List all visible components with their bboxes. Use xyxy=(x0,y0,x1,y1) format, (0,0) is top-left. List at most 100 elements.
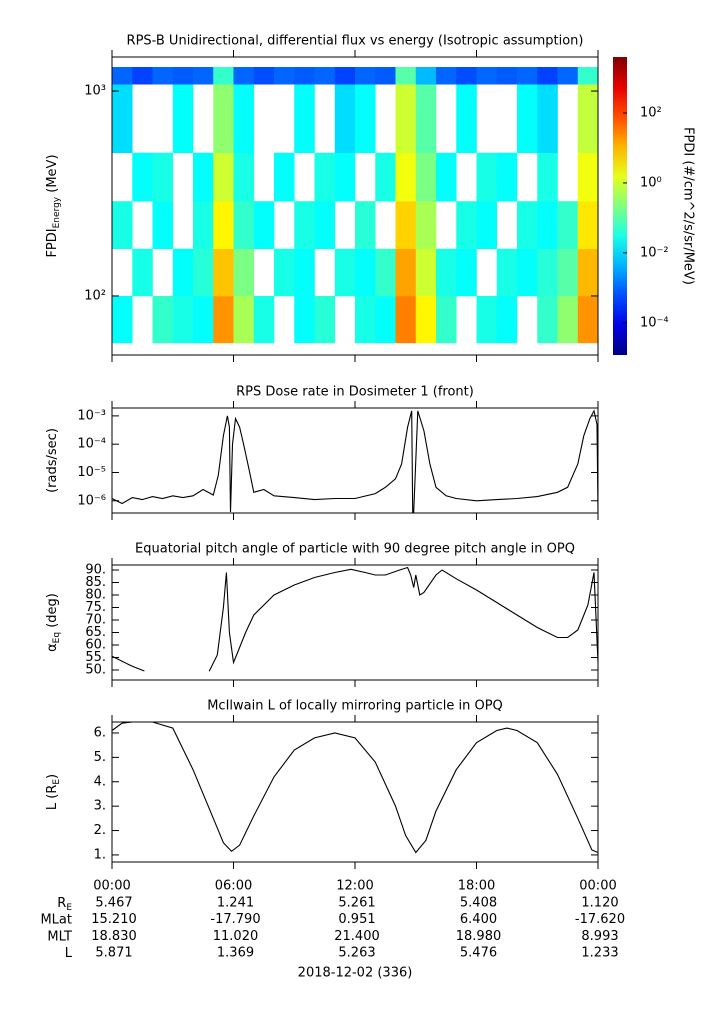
heatmap-cell xyxy=(132,67,153,85)
heatmap-cell xyxy=(577,84,599,154)
heatmap-cell xyxy=(172,84,194,154)
heatmap-cell xyxy=(436,152,457,202)
ephemeris-value: 5.476 xyxy=(460,946,497,961)
y-tick-label: 1. xyxy=(94,847,106,862)
y-tick-label: 5. xyxy=(94,750,106,765)
heatmap-cell xyxy=(112,67,133,85)
heatmap-cell xyxy=(436,67,457,85)
heatmap-cell xyxy=(517,84,538,154)
heatmap-cell xyxy=(537,67,558,85)
y-tick-label: 60. xyxy=(85,638,106,653)
heatmap-cell xyxy=(577,248,599,297)
heatmap-cell xyxy=(152,201,174,250)
heatmap-cell xyxy=(314,152,336,202)
heatmap-cell xyxy=(253,201,275,250)
axis-label: (rads/sec) xyxy=(45,428,60,493)
heatmap-cell xyxy=(537,201,558,250)
panel-title: Equatorial pitch angle of particle with … xyxy=(135,542,575,557)
y-tick-label: 55. xyxy=(85,650,106,665)
heatmap-cell xyxy=(496,248,518,297)
ephemeris-value: 18.830 xyxy=(91,929,137,944)
colorbar-tick-label: 10⁻² xyxy=(640,245,669,260)
heatmap-cell xyxy=(577,67,599,85)
heatmap-cell xyxy=(233,152,255,202)
heatmap-cell xyxy=(334,84,356,154)
colorbar-tick-label: 10⁻⁴ xyxy=(640,315,669,330)
label-main: L (R xyxy=(45,785,60,810)
heatmap-cell xyxy=(355,84,376,154)
axis-label: FPDIEnergy (MeV) xyxy=(45,154,62,257)
panel-title: McIlwain L of locally mirroring particle… xyxy=(207,699,503,714)
heatmap-cell xyxy=(172,295,194,344)
heatmap-cell xyxy=(375,295,396,344)
ephemeris-value: 5.467 xyxy=(95,896,132,911)
ephemeris-value: 8.993 xyxy=(581,929,618,944)
ephemeris-value: 5.408 xyxy=(460,896,497,911)
label-main: MLT xyxy=(47,929,72,944)
heatmap-cell xyxy=(233,295,255,344)
heatmap-cell xyxy=(112,84,133,154)
label-suffix: (deg) xyxy=(45,593,60,632)
heatmap-cell xyxy=(213,248,234,297)
label-suffix: (MeV) xyxy=(45,154,60,196)
heatmap-cell xyxy=(537,295,558,344)
ephemeris-value: 1.233 xyxy=(581,946,618,961)
ephemeris-value: 18.980 xyxy=(456,929,502,944)
label-suffix: ) xyxy=(45,774,60,779)
heatmap-cell xyxy=(436,248,457,297)
heatmap-cell xyxy=(577,295,599,344)
colorbar-tick-label: 10⁰ xyxy=(640,175,662,190)
y-tick-label: 6. xyxy=(94,725,106,740)
label-sub: Eq xyxy=(52,632,62,643)
heatmap-cell xyxy=(517,201,538,250)
heatmap-cell xyxy=(233,248,255,297)
data-line xyxy=(111,566,599,672)
heatmap-cell xyxy=(233,201,255,250)
heatmap-cell xyxy=(496,295,518,344)
row-label: L xyxy=(65,946,73,961)
heatmap-cell xyxy=(415,295,437,344)
heatmap-cell xyxy=(193,201,214,250)
heatmap-cell xyxy=(476,295,498,344)
heatmap-cell xyxy=(557,201,579,250)
y-tick-label: 10⁻³ xyxy=(77,408,106,423)
heatmap-cell xyxy=(193,67,214,85)
heatmap-cell xyxy=(132,152,153,202)
data-line xyxy=(111,721,599,854)
y-tick-label: 10⁻⁴ xyxy=(77,437,106,452)
heatmap-cell xyxy=(253,295,275,344)
heatmap-cell xyxy=(112,295,133,344)
heatmap-cell xyxy=(193,248,214,297)
heatmap-cell xyxy=(355,201,376,250)
y-tick-label: 85. xyxy=(85,575,106,590)
heatmap-cell xyxy=(456,84,477,154)
heatmap-cell xyxy=(456,201,477,250)
label-main: (rads/sec) xyxy=(45,428,60,493)
heatmap-cell xyxy=(294,295,315,344)
heatmap-cell xyxy=(152,67,174,85)
heatmap-cell xyxy=(496,67,518,85)
row-label: MLat xyxy=(40,912,72,927)
heatmap-cell xyxy=(476,152,498,202)
heatmap-cell xyxy=(213,84,234,154)
heatmap-cell xyxy=(557,67,579,85)
y-tick-label: 2. xyxy=(94,823,106,838)
heatmap-cell xyxy=(537,248,558,297)
heatmap-cell xyxy=(334,248,356,297)
label-sub: E xyxy=(66,903,72,913)
heatmap-cell xyxy=(233,84,255,154)
heatmap-cell xyxy=(132,248,153,297)
axis-label: αEq (deg) xyxy=(45,593,62,652)
heatmap-cell xyxy=(334,67,356,85)
heatmap-cell xyxy=(294,201,315,250)
label-sub: Energy xyxy=(52,196,62,228)
panel-title: RPS Dose rate in Dosimeter 1 (front) xyxy=(236,385,474,400)
heatmap-cell xyxy=(476,67,498,85)
heatmap-cell xyxy=(395,152,417,202)
ephemeris-value: 5.263 xyxy=(338,946,375,961)
y-tick-label: 10² xyxy=(84,288,106,303)
heatmap-cell xyxy=(112,201,133,250)
heatmap-cell xyxy=(355,248,376,297)
heatmap-cell xyxy=(395,248,417,297)
